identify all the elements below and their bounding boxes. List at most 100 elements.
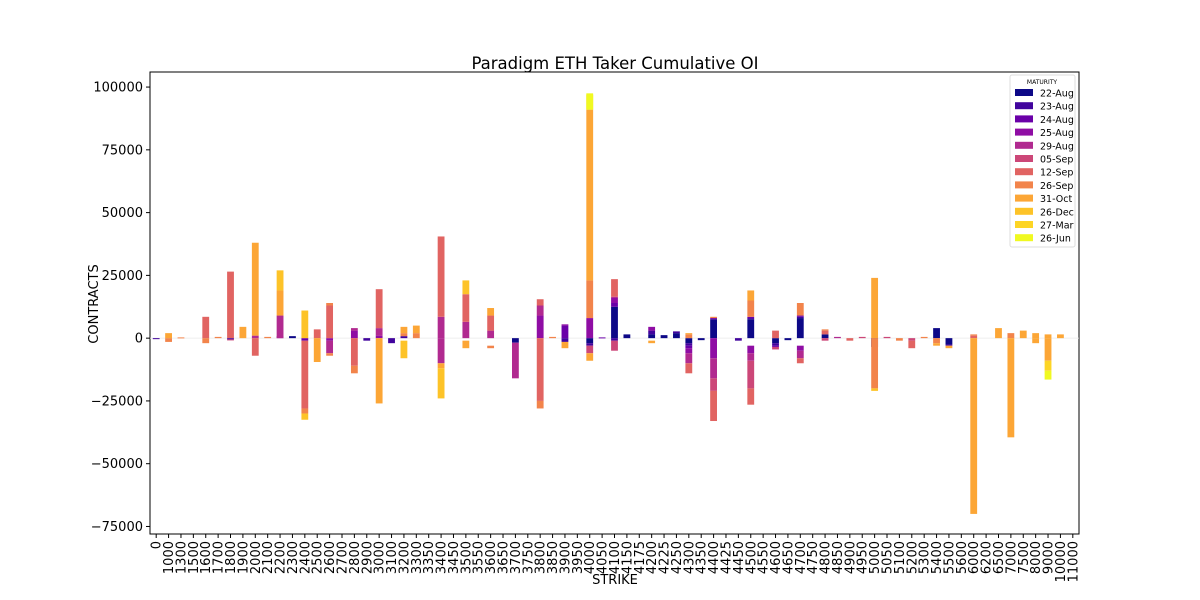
legend-swatch [1015,128,1033,136]
bar-22-aug-2300 [289,336,296,339]
bar-31-oct-7500 [1019,330,1027,339]
legend-swatch [1015,141,1033,149]
bar-26-sep-2100 [264,336,272,339]
y-axis: −75000 −50000 −25000 0 25000 50000 75000 100000 [91,81,150,535]
bar-24-aug-4600 [772,345,779,347]
legend-items: 22-Aug 23-Aug 24-Aug 25-Aug 29-Aug 05-Sep 12-S… [1015,89,1074,245]
bar-23-aug-4700 [796,316,804,319]
bar-29-aug-3800 [536,305,544,316]
bar-12-sep-3400 [437,236,445,317]
bar-22-aug-4150 [623,334,631,339]
bar-31-oct-1900 [239,326,247,339]
bar-22-aug-4000 [586,338,594,344]
x-tick-label: 4250 [670,541,685,574]
bar-31-oct-2200 [276,290,284,316]
bar-12-sep-3800 [536,338,544,401]
bar-22-aug-4300 [685,338,693,344]
legend: MATURITY 22-Aug 23-Aug 24-Aug 25-Aug 29-Aug 0… [1009,74,1076,248]
x-tick-label: 3800 [534,541,549,574]
bar-31-oct-4500 [747,290,755,301]
bar-22-aug-4100 [611,306,618,339]
legend-label: 29-Aug [1040,141,1074,152]
bar-12-sep-2800 [350,338,358,366]
x-tick-label: 4000 [583,541,598,574]
x-tick-label: 9000 [1042,541,1057,574]
x-tick-label: 5100 [893,541,908,574]
bar-29-aug-3400 [437,316,445,339]
x-tick-label: 5600 [955,541,970,574]
legend-swatch [1015,181,1033,189]
x-tick-label: 1500 [187,541,202,574]
x-tick-label: 1900 [236,541,251,574]
bar-23-aug-0 [152,338,160,340]
legend-label: 26-Jun [1040,234,1071,245]
x-tick-label: 4700 [794,541,809,574]
bar-27-mar-9000 [1044,360,1052,371]
bar-05-sep-4600 [772,346,779,350]
x-tick-label: 2900 [360,541,375,574]
x-tick-label: 2500 [311,541,326,574]
bar-26-sep-4300 [685,334,693,339]
bar-12-sep-1600 [202,316,210,339]
x-tick-label: 1800 [224,541,239,574]
bar-23-aug-4600 [772,343,779,346]
bar-26-jun-4000 [586,93,594,110]
bar-29-aug-4100 [611,296,618,298]
bar-22-aug-4225 [660,335,668,339]
bar-31-oct-4300 [685,333,693,335]
bar-31-oct-1000 [165,333,172,339]
legend-label: 24-Aug [1040,115,1074,126]
bar-31-oct-9000 [1044,338,1052,361]
x-tick-label: 7500 [1017,541,1032,574]
bar-23-aug-4100 [611,338,618,341]
bar-12-sep-2400 [301,340,309,409]
bar-29-aug-3400 [437,338,445,364]
x-tick-label: 3400 [435,541,450,574]
legend-swatch [1015,234,1033,242]
x-tick-label: 4050 [596,541,611,574]
x-tick-label: 3100 [385,541,400,574]
bar-12-sep-4900 [846,338,854,341]
x-tick-label: 5500 [942,541,957,574]
bar-22-aug-4400 [710,319,717,339]
bar-22-aug-3700 [512,338,519,343]
bar-31-oct-3300 [412,325,420,334]
bar-29-aug-3000 [375,328,383,336]
bar-12-sep-4500 [747,388,755,405]
bar-26-sep-5300 [920,336,928,339]
x-tick-label: 3650 [497,541,512,574]
bar-25-aug-4400 [710,338,717,359]
bar-29-aug-2800 [350,328,358,331]
legend-swatch [1015,102,1033,110]
bar-05-sep-4100 [611,340,618,351]
legend-title: MATURITY [1027,79,1057,86]
x-tick-label: 2000 [249,541,264,574]
bar-25-aug-4700 [796,345,804,351]
bar-25-aug-3800 [536,315,544,339]
legend-swatch [1015,115,1033,123]
x-tick-label: 3700 [509,541,524,574]
legend-swatch [1015,221,1033,228]
x-tick-label: 2200 [274,541,289,574]
x-tick-label: 3300 [410,541,425,574]
bar-12-sep-4600 [772,330,779,339]
bar-31-oct-7000 [1007,338,1015,438]
bar-22-aug-4650 [784,338,792,341]
bar-29-aug-4700 [796,350,804,359]
bar-24-aug-4050 [598,337,606,339]
bar-31-oct-8000 [1032,338,1040,344]
x-tick-label: 4100 [608,541,623,574]
bar-26-sep-2400 [301,408,309,414]
x-tick-label: 4350 [695,541,710,574]
x-tick-label: 4450 [732,541,747,574]
bar-29-aug-4500 [747,353,755,361]
legend-swatch [1015,155,1033,162]
bar-26-sep-3200 [400,333,408,337]
bar-12-sep-4300 [685,363,693,374]
bar-26-sep-1600 [202,338,210,344]
bar-23-aug-2900 [363,338,371,341]
bar-26-sep-7000 [1007,333,1015,339]
legend-label: 23-Aug [1040,102,1074,113]
bar-22-aug-4600 [772,338,779,344]
